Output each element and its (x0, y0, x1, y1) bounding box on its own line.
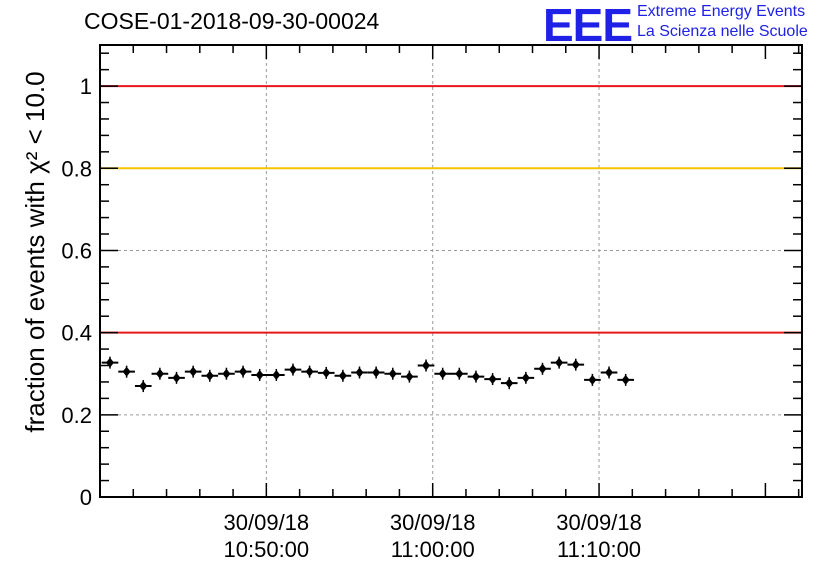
x-tick-time-label: 11:00:00 (391, 537, 475, 562)
data-point (467, 370, 485, 383)
data-point (484, 373, 501, 386)
data-point-marker (505, 378, 514, 389)
data-point-marker (338, 370, 347, 381)
data-point (434, 367, 451, 380)
data-point (234, 365, 252, 378)
data-point (401, 370, 418, 383)
data-point-marker (555, 357, 564, 368)
y-tick-label: 0.2 (61, 403, 92, 428)
data-point-marker (288, 364, 297, 375)
data-point (101, 356, 119, 369)
data-point-marker (139, 381, 148, 392)
y-tick-label: 0 (80, 485, 92, 510)
data-point (151, 367, 169, 380)
data-point (218, 367, 235, 380)
data-point-marker (189, 366, 198, 377)
data-point (517, 371, 535, 384)
data-point-marker (272, 369, 281, 380)
y-tick-labels: 0 0.2 0.4 0.6 0.8 1 (61, 74, 92, 510)
y-axis-label: fraction of events with χ² < 10.0 (20, 71, 50, 432)
x-tick-date-label: 30/09/18 (556, 510, 642, 535)
data-point (500, 377, 518, 390)
data-point-marker (605, 367, 614, 378)
data-point-marker (172, 372, 181, 383)
data-point (534, 362, 551, 375)
plot-frame (99, 44, 803, 498)
data-point-marker (438, 368, 447, 379)
y-tick-label: 0.6 (61, 238, 92, 263)
data-point-marker (455, 368, 464, 379)
data-point (550, 356, 568, 369)
y-tick-label: 1 (80, 74, 92, 99)
data-point-marker (122, 366, 131, 377)
chart-title: COSE-01-2018-09-30-00024 (84, 8, 380, 34)
data-point (451, 367, 468, 380)
data-point-marker (239, 366, 248, 377)
data-point (334, 369, 352, 382)
data-point (600, 366, 618, 379)
data-point (201, 369, 219, 382)
data-point (168, 371, 185, 384)
data-point (184, 365, 202, 378)
data-point-marker (538, 363, 547, 374)
data-point (268, 368, 285, 381)
data-point-marker (322, 367, 331, 378)
eee-logo: EEE (543, 0, 633, 51)
data-point-marker (388, 368, 397, 379)
data-point (118, 365, 135, 378)
reference-lines (100, 85, 802, 334)
data-point (134, 380, 152, 393)
x-tick-labels: 30/09/1810:50:0030/09/1811:00:0030/09/18… (224, 510, 642, 562)
data-point-marker (405, 371, 414, 382)
data-point (584, 373, 601, 386)
data-point (367, 366, 385, 379)
data-point-marker (488, 374, 497, 385)
y-tick-label: 0.4 (61, 321, 92, 346)
y-tick-label: 0.8 (61, 156, 92, 181)
data-point (617, 373, 634, 386)
data-point (417, 359, 435, 372)
data-point (351, 366, 368, 379)
data-point-marker (355, 367, 364, 378)
x-tick-date-label: 30/09/18 (224, 510, 310, 535)
data-point-marker (255, 369, 264, 380)
data-point (384, 367, 402, 380)
data-point-marker (372, 367, 381, 378)
data-point-marker (422, 360, 431, 371)
data-point-marker (222, 368, 231, 379)
x-tick-date-label: 30/09/18 (390, 510, 476, 535)
data-point-marker (205, 370, 214, 381)
x-tick-time-label: 10:50:00 (224, 537, 310, 562)
data-point-marker (588, 374, 597, 385)
logo-line-1: Extreme Energy Events (637, 3, 806, 20)
data-point-marker (471, 371, 480, 382)
axes (99, 44, 803, 498)
data-point (567, 358, 585, 371)
data-point-marker (155, 368, 164, 379)
data-point (251, 368, 269, 381)
data-point (317, 366, 335, 379)
grid-lines (100, 45, 802, 497)
logo-line-2: La Scienza nelle Scuole (637, 23, 808, 40)
data-point-marker (305, 366, 314, 377)
data-points (101, 356, 634, 393)
data-point-marker (621, 374, 630, 385)
x-tick-time-label: 11:10:00 (557, 537, 641, 562)
data-point (284, 363, 302, 376)
data-point (301, 365, 318, 378)
data-point-marker (521, 372, 530, 383)
data-point-marker (571, 359, 580, 370)
